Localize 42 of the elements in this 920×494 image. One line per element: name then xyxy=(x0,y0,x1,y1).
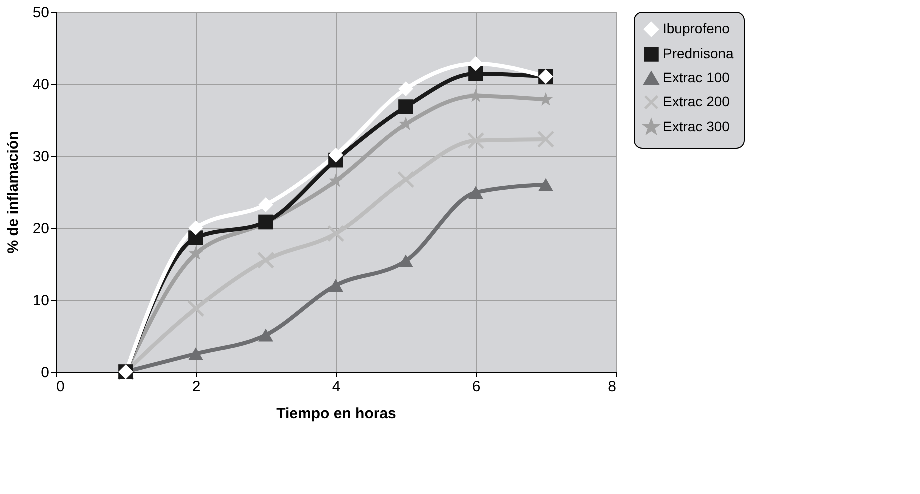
x-axis-title: Tiempo en horas xyxy=(276,406,396,422)
point xyxy=(538,178,554,192)
point xyxy=(258,198,274,212)
point xyxy=(467,132,485,150)
legend-label: Prednisona xyxy=(663,46,734,62)
point xyxy=(188,246,204,260)
y-tick-label: 40 xyxy=(32,76,50,94)
point xyxy=(468,56,484,72)
legend-label: Extrac 100 xyxy=(663,70,730,86)
y-axis-title: % de inflamación xyxy=(4,131,22,254)
point xyxy=(188,348,204,360)
point xyxy=(398,254,414,268)
legend-label: Extrac 200 xyxy=(663,94,730,110)
x-tick-label: 8 xyxy=(608,378,616,396)
legend-label: Extrac 300 xyxy=(663,118,730,134)
point xyxy=(537,130,555,148)
point xyxy=(328,148,344,163)
x-tick-label: 0 xyxy=(56,378,65,396)
point xyxy=(468,66,484,82)
point xyxy=(328,279,344,292)
point xyxy=(468,88,484,102)
point xyxy=(398,82,414,96)
point xyxy=(398,100,414,114)
y-tick-label: 30 xyxy=(32,148,50,166)
point xyxy=(187,300,205,318)
point xyxy=(188,230,204,246)
y-tick-label: 50 xyxy=(32,4,50,22)
point xyxy=(468,186,484,200)
point xyxy=(257,252,275,270)
point xyxy=(398,116,414,130)
y-tick-label: 10 xyxy=(32,292,50,310)
point xyxy=(188,220,204,236)
legend-label: Ibuprofeno xyxy=(663,20,730,36)
x-tick-label: 2 xyxy=(192,378,201,396)
point xyxy=(397,171,415,188)
x-tick-label: 6 xyxy=(472,378,481,396)
y-tick-label: 20 xyxy=(32,220,50,238)
point xyxy=(328,174,344,188)
y-tick-label: 0 xyxy=(41,364,50,382)
x-tick-label: 4 xyxy=(332,378,341,396)
point xyxy=(258,328,274,342)
point xyxy=(327,225,345,242)
